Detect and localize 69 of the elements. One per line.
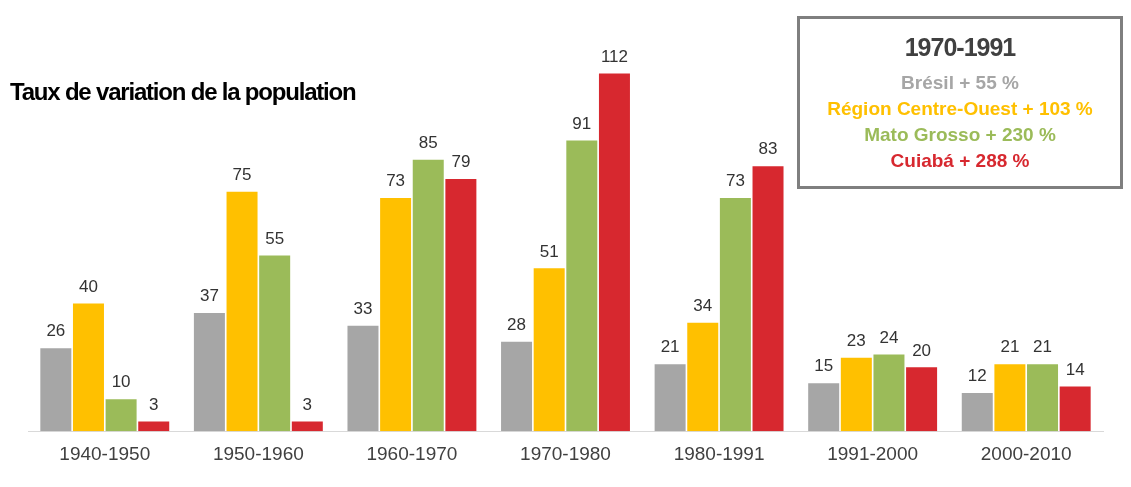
bar (906, 367, 938, 432)
text: Mato Grosso + 230 % (863, 123, 1057, 147)
bar (193, 313, 225, 432)
bar (138, 421, 170, 432)
data-label: 91 (572, 113, 592, 133)
x-tick-label: 1940-1950 (59, 442, 151, 464)
bar (1027, 364, 1059, 432)
bar (533, 268, 565, 432)
text: Région Centre-Ouest + 103 % (826, 97, 1094, 121)
x-tick-label: 1970-1980 (520, 442, 611, 464)
bar (72, 303, 104, 432)
bar (226, 191, 258, 432)
bar (105, 399, 137, 432)
data-label: 21 (1000, 337, 1020, 357)
data-label: 40 (79, 276, 98, 296)
data-label: 3 (302, 394, 313, 414)
bar (566, 140, 598, 432)
data-label: 85 (418, 132, 438, 152)
data-label: 12 (967, 366, 987, 386)
x-tick-label: 1980-1991 (673, 442, 765, 464)
bar (412, 159, 444, 432)
data-label: 21 (660, 337, 680, 357)
data-label: 75 (232, 164, 252, 184)
data-label: 21 (1033, 337, 1052, 357)
x-tick-label: 1950-1960 (212, 442, 304, 464)
chart-title: Taux de variation de la population (10, 78, 356, 106)
bar (501, 341, 533, 432)
bar (291, 421, 323, 432)
legend-title: 1970-1991 (903, 33, 1017, 62)
bar (1059, 386, 1091, 432)
bar (654, 364, 686, 432)
bar (687, 322, 719, 432)
bar (961, 392, 993, 432)
bar (873, 354, 905, 432)
bar (40, 348, 72, 432)
data-label: 23 (846, 330, 866, 350)
text: Cuiabá + 288 % (889, 149, 1031, 173)
bar (808, 383, 840, 432)
data-label: 33 (353, 299, 373, 319)
data-label: 34 (693, 295, 713, 315)
data-label: 51 (539, 241, 559, 261)
bar (259, 255, 291, 432)
bar (445, 178, 477, 432)
bar (994, 364, 1026, 432)
bar (752, 166, 784, 432)
data-label: 28 (507, 314, 527, 334)
data-label: 73 (386, 171, 406, 191)
bar (347, 325, 379, 432)
data-label: 15 (814, 356, 834, 376)
x-tick-label: 2000-2010 (980, 442, 1072, 464)
text: Brésil + 55 % (900, 71, 1020, 95)
data-label: 14 (1065, 359, 1085, 379)
data-label: 79 (451, 152, 471, 172)
data-label: 83 (758, 139, 778, 159)
data-label: 10 (111, 372, 131, 392)
bar (840, 357, 872, 432)
bar (380, 198, 412, 432)
x-tick-label: 1960-1970 (366, 442, 458, 464)
data-label: 20 (912, 340, 932, 360)
data-label: 112 (600, 46, 629, 66)
bar (598, 73, 630, 432)
data-label: 55 (265, 228, 285, 248)
data-label: 26 (46, 321, 66, 341)
data-label: 24 (879, 327, 899, 347)
data-label: 3 (149, 394, 159, 414)
x-tick-label: 1991-2000 (827, 442, 919, 464)
data-label: 37 (199, 286, 219, 306)
bar (719, 198, 751, 432)
data-label: 73 (725, 171, 745, 191)
